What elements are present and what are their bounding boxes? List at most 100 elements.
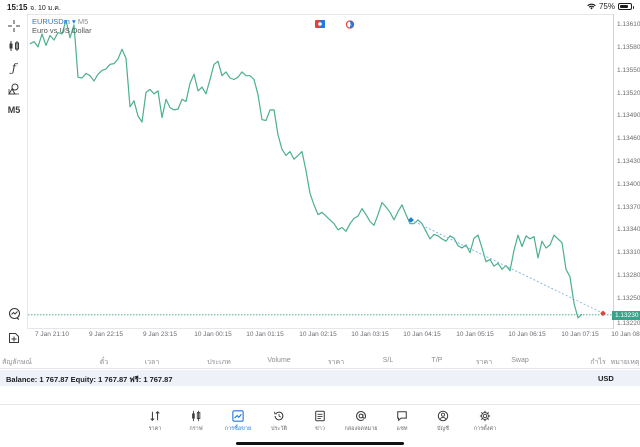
- clock-icon[interactable]: [345, 20, 355, 29]
- column-header[interactable]: Volume: [267, 357, 291, 364]
- time-axis-label: 10 Jan 02:15: [299, 331, 337, 338]
- column-header[interactable]: ราคา: [327, 359, 345, 366]
- battery-icon: [618, 3, 634, 10]
- status-bar: 15:15 จ. 10 ม.ค. 75%: [0, 0, 640, 14]
- trend-start-marker[interactable]: [408, 217, 414, 223]
- indicators-button[interactable]: ƒ: [4, 58, 24, 78]
- price-chart[interactable]: EURUSDm ▾ M5 Euro vs US Dollar 1.13610 1.…: [27, 14, 640, 354]
- price-axis-label: 1.13520: [617, 89, 640, 97]
- symbol-description: Euro vs US Dollar: [32, 26, 92, 35]
- tab-mailbox[interactable]: กล่องจดหมาย: [341, 409, 381, 433]
- column-header[interactable]: สัญลักษณ์: [2, 359, 32, 366]
- time-axis-label: 9 Jan 22:15: [89, 331, 123, 338]
- news-icon: [313, 409, 327, 423]
- column-header[interactable]: Swap: [511, 357, 529, 364]
- symbol-name: EURUSDm: [32, 17, 70, 26]
- column-header[interactable]: ราคา: [475, 359, 493, 366]
- account-icon: [436, 409, 450, 423]
- add-order-icon: [9, 333, 19, 343]
- tab-news[interactable]: ข่าว: [300, 409, 340, 433]
- price-axis-label: 1.13430: [617, 158, 640, 165]
- trade-icon: [8, 307, 20, 320]
- tab-label: แชท: [396, 426, 408, 432]
- tab-label: กราฟ: [189, 426, 203, 432]
- time-axis-label: 7 Jan 21:10: [35, 331, 69, 338]
- tab-label: บัญชี: [437, 426, 449, 432]
- shapes-icon: [8, 83, 19, 95]
- price-axis-label: 1.13580: [617, 44, 640, 52]
- tab-quotes[interactable]: ราคา: [135, 409, 175, 433]
- function-icon: ƒ: [11, 61, 17, 75]
- chat-icon: [395, 409, 409, 423]
- time-axis-label: 10 Jan 00:15: [194, 331, 232, 338]
- flag-icon[interactable]: [315, 20, 325, 28]
- time-axis-label: 10 Jan 07:15: [561, 331, 599, 338]
- time-axis-label: 10 Jan 03:15: [351, 331, 389, 338]
- status-right: 75%: [587, 2, 634, 11]
- chart-top-icons: [315, 20, 355, 29]
- chart-icon: [189, 409, 203, 423]
- tab-history[interactable]: ประวัติ: [259, 409, 299, 433]
- column-header[interactable]: กำไร: [590, 359, 606, 366]
- one-click-trading-button[interactable]: [4, 303, 24, 323]
- new-order-button[interactable]: [4, 328, 24, 348]
- mailbox-icon: [354, 409, 368, 423]
- chart-plot-area[interactable]: EURUSDm ▾ M5 Euro vs US Dollar: [27, 14, 614, 329]
- chart-symbol[interactable]: EURUSDm ▾ M5: [32, 17, 88, 26]
- tab-label: กล่องจดหมาย: [344, 426, 378, 432]
- price-axis-label: 1.13490: [617, 112, 640, 120]
- tab-label: ประวัติ: [270, 426, 288, 432]
- trend-line[interactable]: [410, 219, 604, 314]
- status-time: 15:15: [7, 3, 28, 12]
- time-axis-label: 10 Jan 05:15: [456, 331, 494, 338]
- symbol-dropdown-icon: ▾: [72, 17, 76, 26]
- status-date: จ. 10 ม.ค.: [30, 5, 61, 12]
- bottom-tab-bar: ราคา กราฟ การซื้อขาย ประวัติ ข่าว กล่องจดหมาย…: [0, 404, 640, 447]
- wifi-icon: [587, 3, 596, 10]
- column-header[interactable]: หมายเหตุ: [610, 359, 640, 366]
- candlestick-icon: [9, 41, 19, 51]
- price-axis-label: 1.13220: [617, 320, 640, 328]
- tab-account[interactable]: บัญชี: [423, 409, 463, 433]
- objects-button[interactable]: [4, 79, 24, 99]
- symbol-timeframe: M5: [77, 17, 89, 26]
- tab-chart[interactable]: กราฟ: [176, 409, 216, 433]
- price-axis-label: 1.13250: [617, 294, 640, 302]
- tab-chat[interactable]: แชท: [382, 409, 422, 433]
- timeframe-button[interactable]: M5: [7, 105, 21, 115]
- trade-table-header: สัญลักษณ์ ตั๋ว เวลา ประเภท Volume ราคา S/L T/P ร…: [0, 355, 640, 369]
- price-axis-label: 1.13400: [617, 180, 640, 188]
- account-summary: Balance: 1 767.87 Equity: 1 767.87 ฟรี: …: [6, 375, 173, 384]
- column-header[interactable]: T/P: [431, 357, 443, 364]
- time-axis-label: 10 Jan 06:15: [508, 331, 546, 338]
- battery-percent: 75%: [598, 2, 615, 11]
- home-indicator[interactable]: [236, 442, 404, 445]
- time-axis-label: 10 Jan 01:15: [246, 331, 284, 338]
- tab-label: การซื้อขาย: [224, 426, 252, 432]
- price-axis-label: 1.13370: [617, 203, 640, 211]
- price-axis-label: 1.13550: [617, 66, 640, 74]
- price-axis-label: 1.13340: [617, 226, 640, 234]
- settings-icon: [478, 409, 492, 423]
- column-header[interactable]: เวลา: [144, 359, 160, 366]
- price-series-line: [29, 19, 583, 319]
- price-axis[interactable]: 1.13610 1.13580 1.13550 1.13520 1.13490 1.134…: [613, 14, 640, 329]
- crosshair-button[interactable]: [4, 16, 24, 36]
- quotes-icon: [148, 409, 162, 423]
- column-header[interactable]: ประเภท: [207, 359, 231, 366]
- time-axis-label: 10 Jan 04:15: [403, 331, 441, 338]
- price-axis-label: 1.13610: [617, 21, 640, 29]
- time-axis-label: 9 Jan 23:15: [143, 331, 177, 338]
- history-icon: [272, 409, 286, 423]
- trend-end-marker[interactable]: [600, 310, 606, 317]
- tab-settings[interactable]: การตั้งค่า: [465, 409, 505, 433]
- tab-trade[interactable]: การซื้อขาย: [218, 409, 258, 433]
- column-header[interactable]: ตั๋ว: [99, 359, 109, 366]
- price-axis-label: 1.13460: [617, 135, 640, 143]
- time-axis[interactable]: 7 Jan 21:10 9 Jan 22:15 9 Jan 23:15 10 Jan …: [27, 331, 640, 343]
- tab-label: ข่าว: [315, 426, 325, 432]
- trade-icon: [231, 409, 245, 423]
- column-header[interactable]: S/L: [382, 357, 394, 364]
- price-axis-label: 1.13310: [617, 249, 640, 257]
- chart-type-button[interactable]: [4, 36, 24, 56]
